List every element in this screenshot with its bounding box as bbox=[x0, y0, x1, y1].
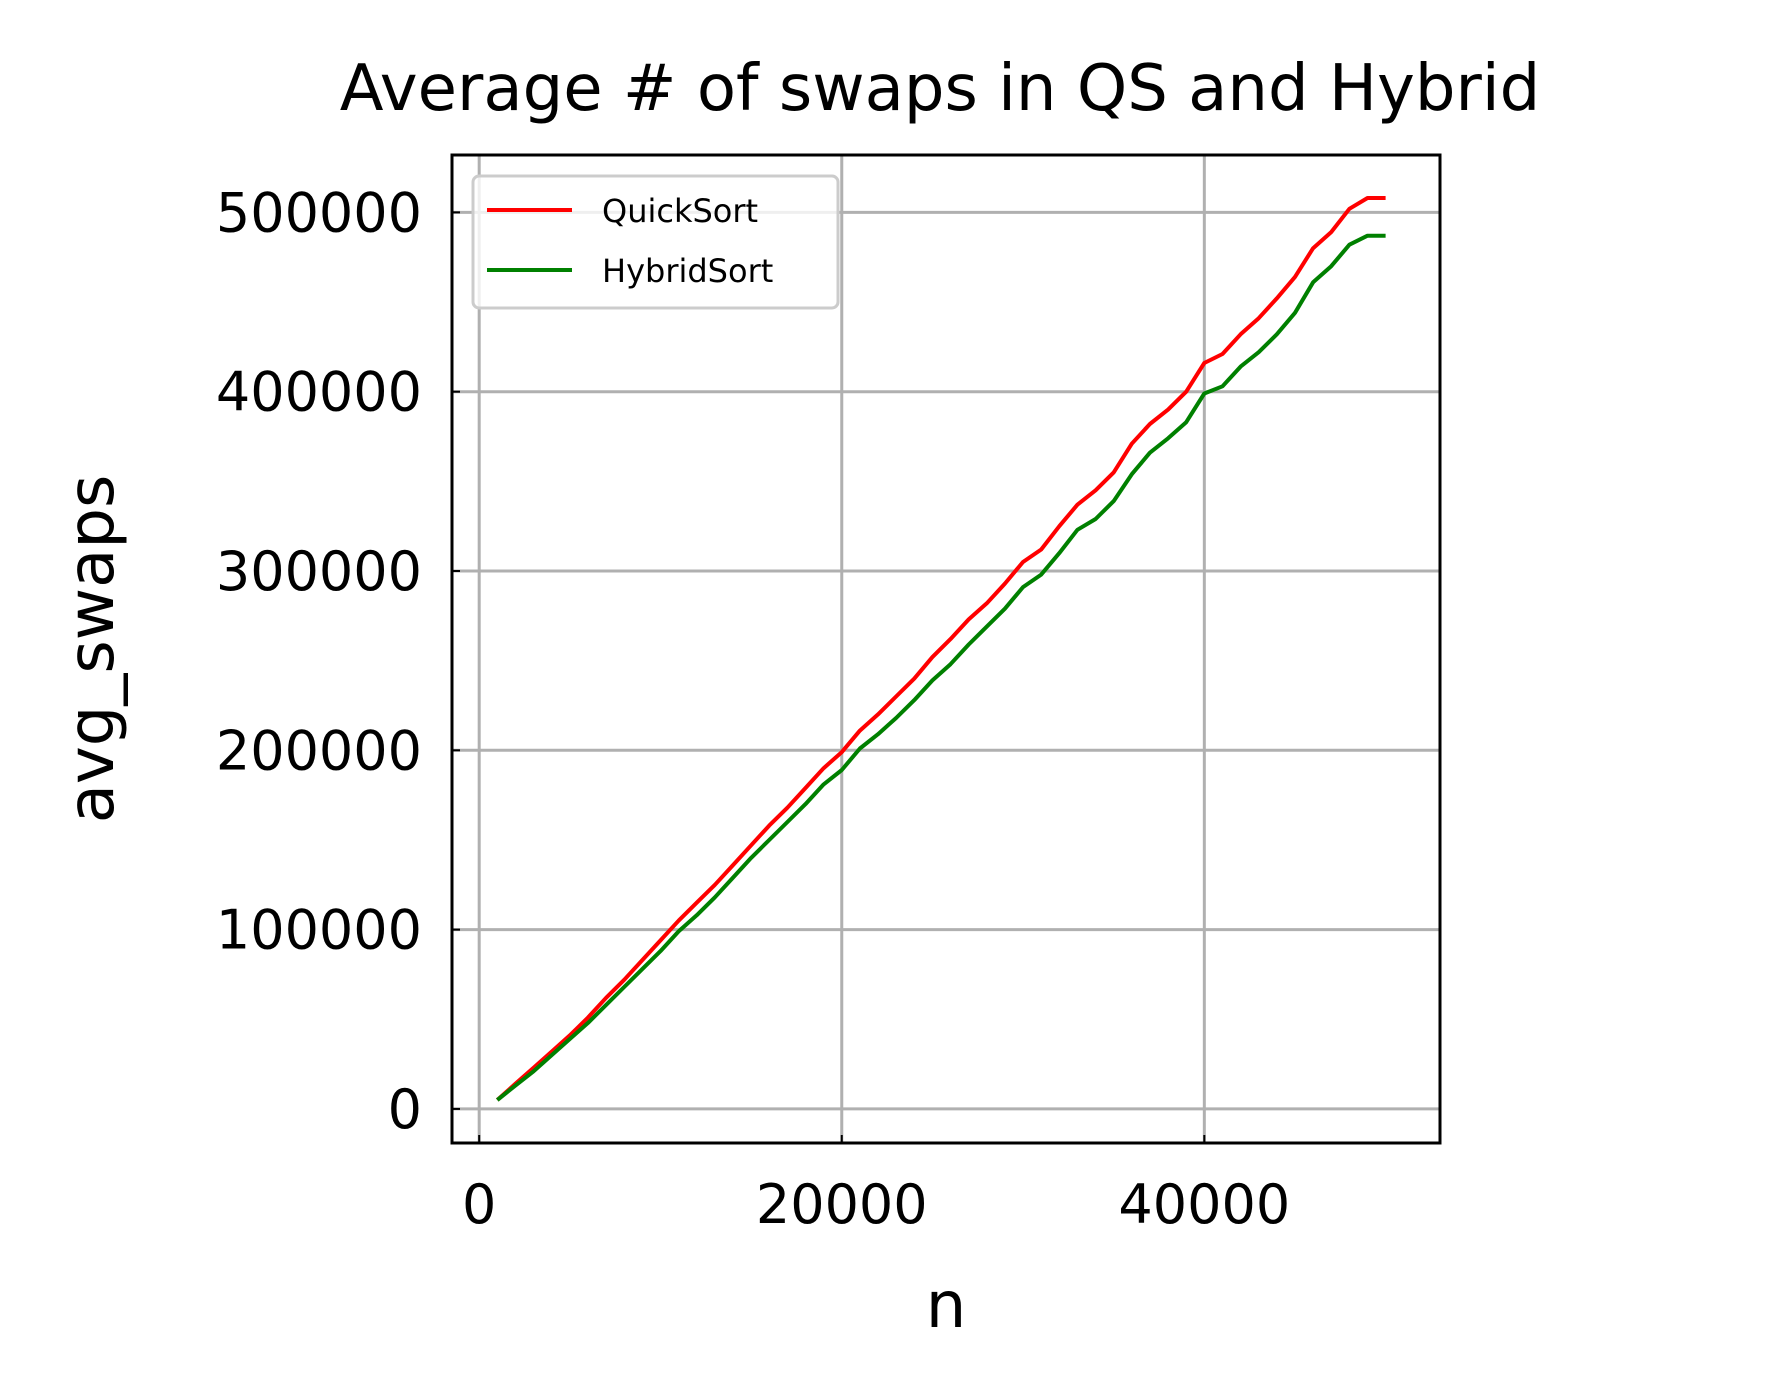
legend: QuickSort HybridSort bbox=[471, 174, 840, 310]
x-tick-label: 40000 bbox=[1118, 1173, 1290, 1236]
y-axis-label: avg_swaps bbox=[55, 475, 129, 824]
series-line-quicksort bbox=[495, 196, 1386, 1102]
y-tick-label: 0 bbox=[388, 1078, 422, 1141]
x-axis-ticks: 0 20000 40000 bbox=[462, 1135, 1290, 1236]
x-tick-label: 20000 bbox=[756, 1173, 928, 1236]
x-tick-label: 0 bbox=[462, 1173, 496, 1236]
y-tick-label: 200000 bbox=[216, 719, 422, 782]
y-tick-label: 100000 bbox=[216, 899, 422, 962]
y-axis-ticks: 0 100000 200000 300000 400000 500000 bbox=[216, 181, 460, 1141]
series-lines bbox=[495, 196, 1386, 1102]
y-tick-label: 400000 bbox=[216, 361, 422, 424]
legend-label-quicksort: QuickSort bbox=[602, 192, 758, 230]
chart-title: Average # of swaps in QS and Hybrid bbox=[340, 52, 1541, 126]
x-axis-label: n bbox=[926, 1269, 967, 1343]
legend-label-hybridsort: HybridSort bbox=[602, 252, 773, 290]
series-line-hybridsort bbox=[496, 233, 1386, 1102]
y-tick-label: 500000 bbox=[216, 181, 422, 244]
y-tick-label: 300000 bbox=[216, 540, 422, 603]
plot-area-frame bbox=[450, 153, 1442, 1145]
